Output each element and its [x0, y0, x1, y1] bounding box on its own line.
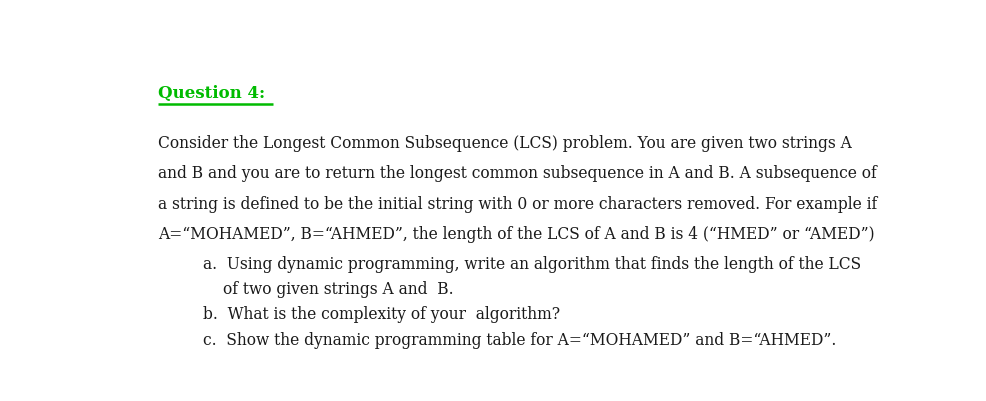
Text: c.  Show the dynamic programming table for A=“MOHAMED” and B=“AHMED”.: c. Show the dynamic programming table fo… [203, 332, 837, 348]
Text: Question 4:: Question 4: [158, 85, 265, 102]
Text: a string is defined to be the initial string with 0 or more characters removed. : a string is defined to be the initial st… [158, 195, 877, 212]
Text: of two given strings A and  B.: of two given strings A and B. [223, 280, 454, 297]
Text: Consider the Longest Common Subsequence (LCS) problem. You are given two strings: Consider the Longest Common Subsequence … [158, 135, 852, 152]
Text: a.  Using dynamic programming, write an algorithm that finds the length of the L: a. Using dynamic programming, write an a… [203, 255, 862, 273]
Text: A=“MOHAMED”, B=“AHMED”, the length of the LCS of A and B is 4 (“HMED” or “AMED”): A=“MOHAMED”, B=“AHMED”, the length of th… [158, 225, 875, 242]
Text: b.  What is the complexity of your  algorithm?: b. What is the complexity of your algori… [203, 305, 561, 322]
Text: and B and you are to return the longest common subsequence in A and B. A subsequ: and B and you are to return the longest … [158, 165, 877, 182]
